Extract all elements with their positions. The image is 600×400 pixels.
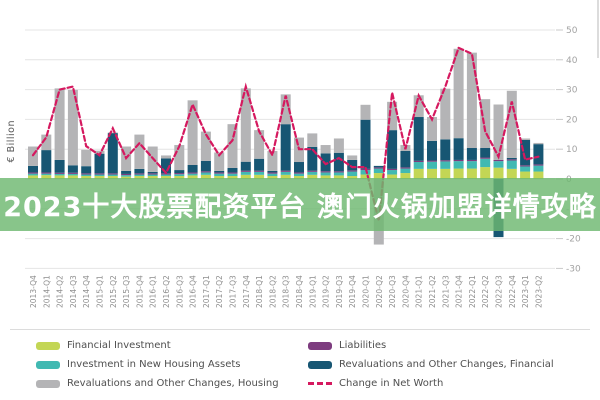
svg-text:2022-Q1: 2022-Q1 — [468, 275, 477, 308]
overlay-ad-banner-text: 2023十大股票配资平台 澳门火锅加盟详情攻略 — [3, 192, 597, 223]
legend-label: Investment in New Housing Assets — [67, 359, 241, 370]
svg-text:2016-Q2: 2016-Q2 — [162, 275, 171, 308]
chart-legend: Financial Investment Investment in New H… — [36, 336, 576, 394]
svg-text:2022-Q2: 2022-Q2 — [481, 275, 490, 308]
legend-swatch-revaluations-housing — [36, 379, 60, 388]
scrollbar-fragment[interactable] — [597, 0, 599, 58]
svg-text:2020-Q1: 2020-Q1 — [362, 275, 371, 308]
change-in-net-worth-line — [31, 46, 540, 221]
svg-text:2021-Q4: 2021-Q4 — [455, 275, 464, 308]
svg-text:2018-Q4: 2018-Q4 — [295, 275, 304, 308]
legend-label: Revaluations and Other Changes, Housing — [67, 378, 279, 389]
svg-text:2017-Q1: 2017-Q1 — [202, 275, 211, 308]
legend-swatch-liabilities — [308, 341, 332, 350]
svg-text:2020-Q2: 2020-Q2 — [375, 275, 384, 308]
svg-text:2022-Q4: 2022-Q4 — [508, 275, 517, 308]
svg-text:2013-Q4: 2013-Q4 — [29, 275, 38, 308]
svg-text:2014-Q2: 2014-Q2 — [56, 275, 65, 308]
svg-text:2014-Q1: 2014-Q1 — [42, 275, 51, 308]
svg-text:2015-Q2: 2015-Q2 — [109, 275, 118, 308]
legend-item-change-in-net-worth: Change in Net Worth — [308, 374, 576, 393]
svg-text:2021-Q2: 2021-Q2 — [428, 275, 437, 308]
svg-text:2014-Q4: 2014-Q4 — [82, 275, 91, 308]
svg-text:2023-Q2: 2023-Q2 — [534, 275, 543, 308]
legend-divider — [10, 329, 590, 330]
legend-swatch-revaluations-financial — [308, 360, 332, 369]
legend-item-revaluations-housing: Revaluations and Other Changes, Housing — [36, 374, 308, 393]
overlay-ad-banner[interactable]: 2023十大股票配资平台 澳门火锅加盟详情攻略 — [0, 178, 600, 231]
x-axis-tick-labels: 2013-Q4 2014-Q1 2014-Q2 2014-Q3 2014-Q4 2015-… — [29, 275, 543, 308]
svg-text:2017-Q4: 2017-Q4 — [242, 275, 251, 308]
svg-text:-30: -30 — [566, 264, 581, 274]
svg-text:2018-Q2: 2018-Q2 — [268, 275, 277, 308]
svg-text:2015-Q1: 2015-Q1 — [96, 275, 105, 308]
svg-text:2016-Q4: 2016-Q4 — [189, 275, 198, 308]
svg-text:2014-Q3: 2014-Q3 — [69, 275, 78, 308]
legend-item-liabilities: Liabilities — [308, 336, 576, 355]
svg-text:2015-Q3: 2015-Q3 — [122, 275, 131, 308]
svg-text:2021-Q1: 2021-Q1 — [415, 275, 424, 308]
svg-text:2020-Q4: 2020-Q4 — [401, 275, 410, 308]
svg-text:2019-Q3: 2019-Q3 — [335, 275, 344, 308]
y-axis-title: € Billion — [6, 120, 17, 163]
svg-text:-20: -20 — [566, 235, 581, 245]
svg-text:10: 10 — [566, 145, 578, 155]
svg-text:40: 40 — [566, 56, 578, 66]
svg-text:2019-Q4: 2019-Q4 — [348, 275, 357, 308]
legend-label: Liabilities — [339, 340, 387, 351]
svg-text:2018-Q1: 2018-Q1 — [255, 275, 264, 308]
y-axis-tick-labels: 50403020100-10-20-30 — [566, 26, 581, 274]
svg-text:20: 20 — [566, 115, 578, 125]
legend-label: Financial Investment — [67, 340, 171, 351]
legend-swatch-new-housing-assets — [36, 360, 60, 369]
svg-text:2021-Q3: 2021-Q3 — [441, 275, 450, 308]
svg-text:2015-Q4: 2015-Q4 — [135, 275, 144, 308]
svg-text:2018-Q3: 2018-Q3 — [282, 275, 291, 308]
svg-text:2019-Q1: 2019-Q1 — [308, 275, 317, 308]
legend-swatch-change-in-net-worth-dashed-line — [308, 382, 332, 385]
legend-swatch-financial-investment — [36, 341, 60, 350]
legend-item-new-housing-assets: Investment in New Housing Assets — [36, 355, 308, 374]
stacked-bars — [28, 48, 544, 245]
legend-item-revaluations-financial: Revaluations and Other Changes, Financia… — [308, 355, 576, 374]
svg-text:2023-Q1: 2023-Q1 — [521, 275, 530, 308]
svg-text:2019-Q2: 2019-Q2 — [322, 275, 331, 308]
svg-text:2022-Q3: 2022-Q3 — [495, 275, 504, 308]
svg-text:2016-Q1: 2016-Q1 — [149, 275, 158, 308]
legend-item-financial-investment: Financial Investment — [36, 336, 308, 355]
legend-label: Change in Net Worth — [339, 378, 444, 389]
svg-text:2016-Q3: 2016-Q3 — [175, 275, 184, 308]
svg-text:2020-Q3: 2020-Q3 — [388, 275, 397, 308]
svg-text:50: 50 — [566, 26, 578, 36]
svg-text:2017-Q2: 2017-Q2 — [215, 275, 224, 308]
legend-label: Revaluations and Other Changes, Financia… — [339, 359, 554, 370]
svg-text:30: 30 — [566, 86, 578, 96]
svg-text:2017-Q3: 2017-Q3 — [229, 275, 238, 308]
